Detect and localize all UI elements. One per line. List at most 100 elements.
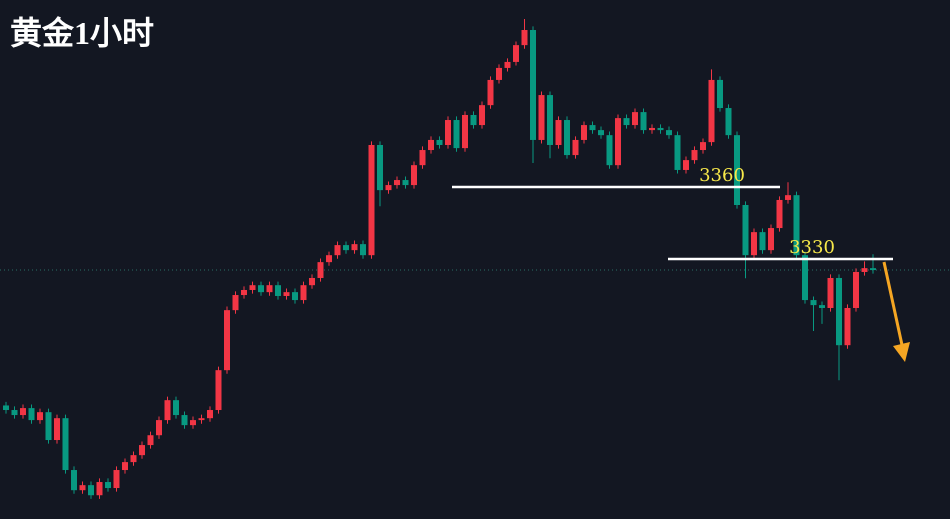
candle-body	[819, 305, 825, 308]
candle-body	[309, 277, 315, 286]
candle-body	[683, 160, 689, 170]
candle-body	[742, 205, 749, 256]
candle-body	[717, 79, 723, 109]
candle-body	[606, 135, 613, 166]
candle-body	[105, 482, 111, 489]
candle-body	[394, 180, 400, 186]
chart-title: 黄金1小时	[10, 15, 154, 51]
candle-body	[589, 125, 596, 131]
candle-body	[241, 289, 247, 296]
candle-body	[351, 244, 358, 251]
candle-body	[173, 400, 179, 416]
candle-body	[462, 114, 468, 149]
candle-body	[691, 150, 698, 161]
candle-body	[674, 135, 681, 170]
candle-body	[513, 45, 519, 62]
candle-body	[776, 199, 783, 229]
candle-body	[334, 245, 341, 256]
candle-body	[487, 79, 494, 106]
candle-body	[62, 418, 69, 471]
candle-body	[759, 232, 766, 251]
candle-body	[28, 408, 35, 421]
candle-body	[37, 412, 43, 421]
candle-body	[725, 108, 732, 136]
candle-body	[207, 410, 213, 419]
candle-body	[870, 268, 876, 271]
candle-body	[598, 130, 604, 136]
candle-body	[785, 195, 791, 200]
candle-body	[3, 405, 9, 411]
candle-body	[224, 310, 230, 371]
candle-body	[861, 268, 868, 272]
candle-body	[360, 244, 366, 256]
candle-body	[521, 30, 528, 46]
candle-body	[190, 420, 196, 426]
candle-body	[793, 195, 800, 256]
candle-body	[96, 482, 103, 496]
candle-body	[479, 105, 485, 126]
candle-body	[402, 180, 409, 186]
candle-body	[564, 120, 570, 156]
candle-body	[700, 142, 706, 151]
candle-body	[79, 485, 86, 491]
candle-body	[181, 415, 188, 426]
candle-body	[139, 445, 145, 456]
candle-body	[496, 67, 502, 80]
candle-body	[547, 95, 553, 145]
candle-body	[827, 277, 834, 308]
candle-body	[623, 118, 630, 126]
candle-body	[632, 112, 638, 126]
candle-body	[300, 285, 307, 301]
candle-body	[292, 292, 298, 301]
level-label: 3360	[699, 165, 745, 186]
candle-body	[836, 277, 842, 346]
candle-body	[666, 130, 672, 136]
candle-body	[572, 139, 579, 156]
candle-body	[164, 400, 171, 421]
candle-body	[802, 255, 808, 301]
candle-body	[71, 470, 77, 491]
candle-body	[581, 125, 587, 140]
candle-body	[198, 418, 205, 421]
candle-body	[436, 139, 443, 145]
candle-body	[504, 61, 511, 68]
candle-body	[411, 165, 417, 186]
candle-body	[530, 30, 536, 140]
level-label: 3330	[789, 237, 835, 258]
candle-body	[428, 139, 434, 151]
candle-body	[377, 144, 383, 191]
candle-body	[249, 285, 256, 290]
candle-body	[768, 228, 774, 251]
candle-body	[708, 79, 715, 143]
candle-body	[147, 435, 154, 446]
candle-body	[734, 135, 740, 206]
candle-body	[11, 410, 18, 416]
candle-body	[266, 285, 273, 293]
candle-body	[343, 245, 349, 251]
candle-body	[657, 127, 664, 131]
candle-body	[258, 285, 264, 293]
candle-body	[445, 120, 451, 145]
candle-body	[88, 485, 94, 496]
candle-body	[130, 455, 137, 463]
candle-body	[640, 112, 647, 131]
candle-body	[317, 262, 324, 278]
candle-body	[555, 120, 562, 145]
candle-body	[419, 150, 426, 166]
candle-body	[113, 470, 120, 489]
candle-body	[156, 420, 162, 436]
candle-body	[615, 118, 621, 166]
candle-body	[20, 408, 26, 416]
levels: 3360 3330	[452, 165, 893, 261]
candle-body	[215, 370, 222, 411]
candle-body	[649, 127, 655, 131]
candle-body	[232, 295, 239, 311]
candles	[0, 18, 950, 499]
candle-body	[283, 292, 290, 296]
candle-body	[751, 232, 757, 256]
candle-body	[122, 462, 128, 471]
candle-body	[844, 307, 851, 346]
candle-body	[538, 95, 545, 140]
candle-body	[470, 114, 477, 126]
